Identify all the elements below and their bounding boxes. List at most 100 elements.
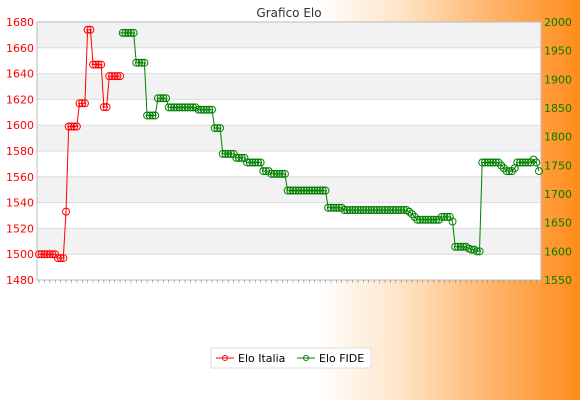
series-fide-point [243,158,252,167]
series-fide-point [467,245,476,254]
series-fide-point [478,158,487,167]
series-fide-point [348,206,357,215]
series-italia-point [99,103,108,112]
series-italia-point [45,250,54,259]
series-fide-point [148,111,157,120]
series-fide-point [272,169,281,178]
series-fide-point [343,206,352,215]
series-fide-point [205,105,214,114]
series-fide-point [124,28,133,37]
series-fide-point [345,206,354,215]
grid-band [37,151,541,177]
series-fide-point [235,153,243,162]
series-fide-point [121,28,130,37]
series-fide-point [475,247,484,256]
series-fide-point [362,206,371,215]
series-fide-point [448,217,457,226]
series-fide-point [180,103,189,112]
series-fide-point [337,203,346,212]
series-italia-point [94,60,103,69]
left-tick-label: 1500 [6,248,34,261]
series-fide-point [202,105,211,114]
grid-band [37,202,541,229]
series-fide-point [321,186,330,195]
series-fide-point [516,158,525,167]
series-fide-point [213,124,222,133]
series-italia-point [59,254,68,263]
series-italia-point [102,103,111,112]
series-italia-point [48,250,57,259]
grid-band [37,73,541,100]
series-fide-point [145,111,154,120]
series-fide-point [426,215,435,224]
series-fide-point [483,158,492,167]
left-tick-label: 1620 [6,93,34,106]
series-fide-point [529,155,538,164]
series-italia-point [56,254,65,263]
series-fide-point [280,169,289,178]
left-tick-label: 1600 [6,119,34,132]
series-fide-point [162,94,171,103]
series-fide-point [507,167,516,176]
series-fide-point [526,158,535,167]
series-fide-point [194,105,203,114]
series-fide-point [397,206,406,215]
series-fide-point [459,242,468,251]
series-italia-point [78,99,87,108]
left-tick-label: 1480 [6,274,34,287]
series-fide-point [380,206,389,215]
series-fide-point [429,215,438,224]
right-tick-label: 1850 [544,102,572,115]
series-italia-point [110,72,119,81]
series-fide-point [394,206,403,215]
series-fide-point [370,206,379,215]
series-fide-point [424,215,433,224]
series-fide-point [502,167,511,176]
left-tick-label: 1680 [6,16,34,29]
series-italia-point [97,60,106,69]
series-fide-point [251,158,260,167]
series-fide-point [324,203,333,212]
series-italia-point [107,72,116,81]
series-fide-point [291,186,300,195]
series-italia-point [86,25,95,34]
legend-fide-marker [303,355,309,361]
series-fide-point [332,203,341,212]
series-fide-point [286,186,295,195]
series-italia-point [67,122,76,131]
series-fide-point [297,186,306,195]
series-italia-point [105,72,114,81]
grid-band [37,176,541,203]
series-fide-point [229,149,238,158]
series-fide-point [535,167,543,176]
series-fide-point [351,206,360,215]
legend: Elo Italia Elo FIDE [210,347,372,369]
series-fide-point [416,215,425,224]
series-fide-point [289,186,298,195]
series-fide-point [413,215,422,224]
right-tick-label: 1750 [544,159,572,172]
plot-area [35,21,543,281]
series-fide-point [399,206,408,215]
right-tick-label: 1950 [544,45,572,58]
series-fide-point [405,207,414,216]
series-fide-point [199,105,208,114]
left-tick-label: 1660 [6,42,34,55]
series-fide-point [218,149,227,158]
series-fide-point [497,161,506,170]
series-italia-point [64,122,73,131]
series-fide-point [310,186,319,195]
series-italia-point [91,60,100,69]
series-fide-point [156,94,165,103]
series-fide-point [299,186,308,195]
grid-band [37,254,541,280]
left-tick-label: 1560 [6,171,34,184]
series-fide-point [313,186,322,195]
series-fide-point [494,158,503,167]
plot-frame [36,21,542,281]
left-tick-label: 1580 [6,145,34,158]
series-fide-point [135,58,143,67]
series-fide-point [305,186,314,195]
series-fide-point [126,28,135,37]
series-fide-point [226,149,235,158]
